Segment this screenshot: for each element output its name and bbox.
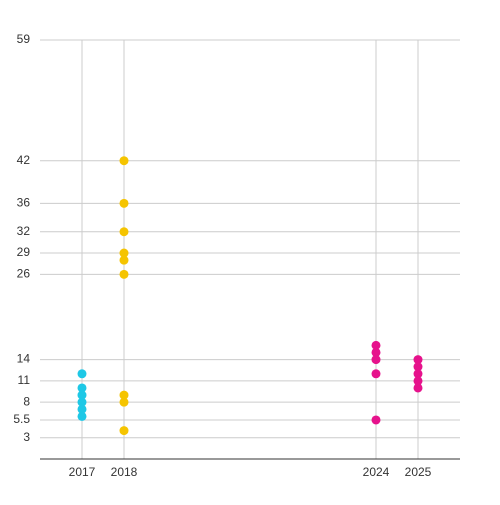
x-tick-label: 2017 xyxy=(69,465,96,479)
y-tick-label: 5.5 xyxy=(13,412,30,426)
point xyxy=(119,156,129,166)
y-tick-label: 32 xyxy=(17,224,31,238)
point xyxy=(413,362,423,372)
point xyxy=(77,397,87,407)
point xyxy=(119,390,129,400)
point xyxy=(77,404,87,414)
y-tick-label: 59 xyxy=(17,32,31,46)
point xyxy=(77,411,87,421)
point xyxy=(119,198,129,208)
x-tick-label: 2018 xyxy=(111,465,138,479)
point xyxy=(371,347,381,357)
point xyxy=(413,355,423,365)
point xyxy=(77,390,87,400)
point xyxy=(77,383,87,393)
y-tick-label: 3 xyxy=(23,430,30,444)
point xyxy=(119,397,129,407)
point xyxy=(413,369,423,379)
point xyxy=(119,426,129,436)
y-tick-label: 29 xyxy=(17,245,31,259)
point xyxy=(119,248,129,258)
point xyxy=(77,369,87,379)
y-tick-label: 8 xyxy=(23,394,30,408)
x-tick-label: 2025 xyxy=(405,465,432,479)
point xyxy=(371,415,381,425)
point xyxy=(119,255,129,265)
y-tick-label: 14 xyxy=(17,352,31,366)
point xyxy=(371,369,381,379)
y-tick-label: 36 xyxy=(17,196,31,210)
y-tick-label: 26 xyxy=(17,267,31,281)
point xyxy=(119,269,129,279)
point xyxy=(413,376,423,386)
y-tick-label: 42 xyxy=(17,153,31,167)
x-tick-label: 2024 xyxy=(363,465,390,479)
y-tick-label: 11 xyxy=(18,373,31,387)
point xyxy=(119,227,129,237)
point xyxy=(371,355,381,365)
point xyxy=(371,340,381,350)
point xyxy=(413,383,423,393)
